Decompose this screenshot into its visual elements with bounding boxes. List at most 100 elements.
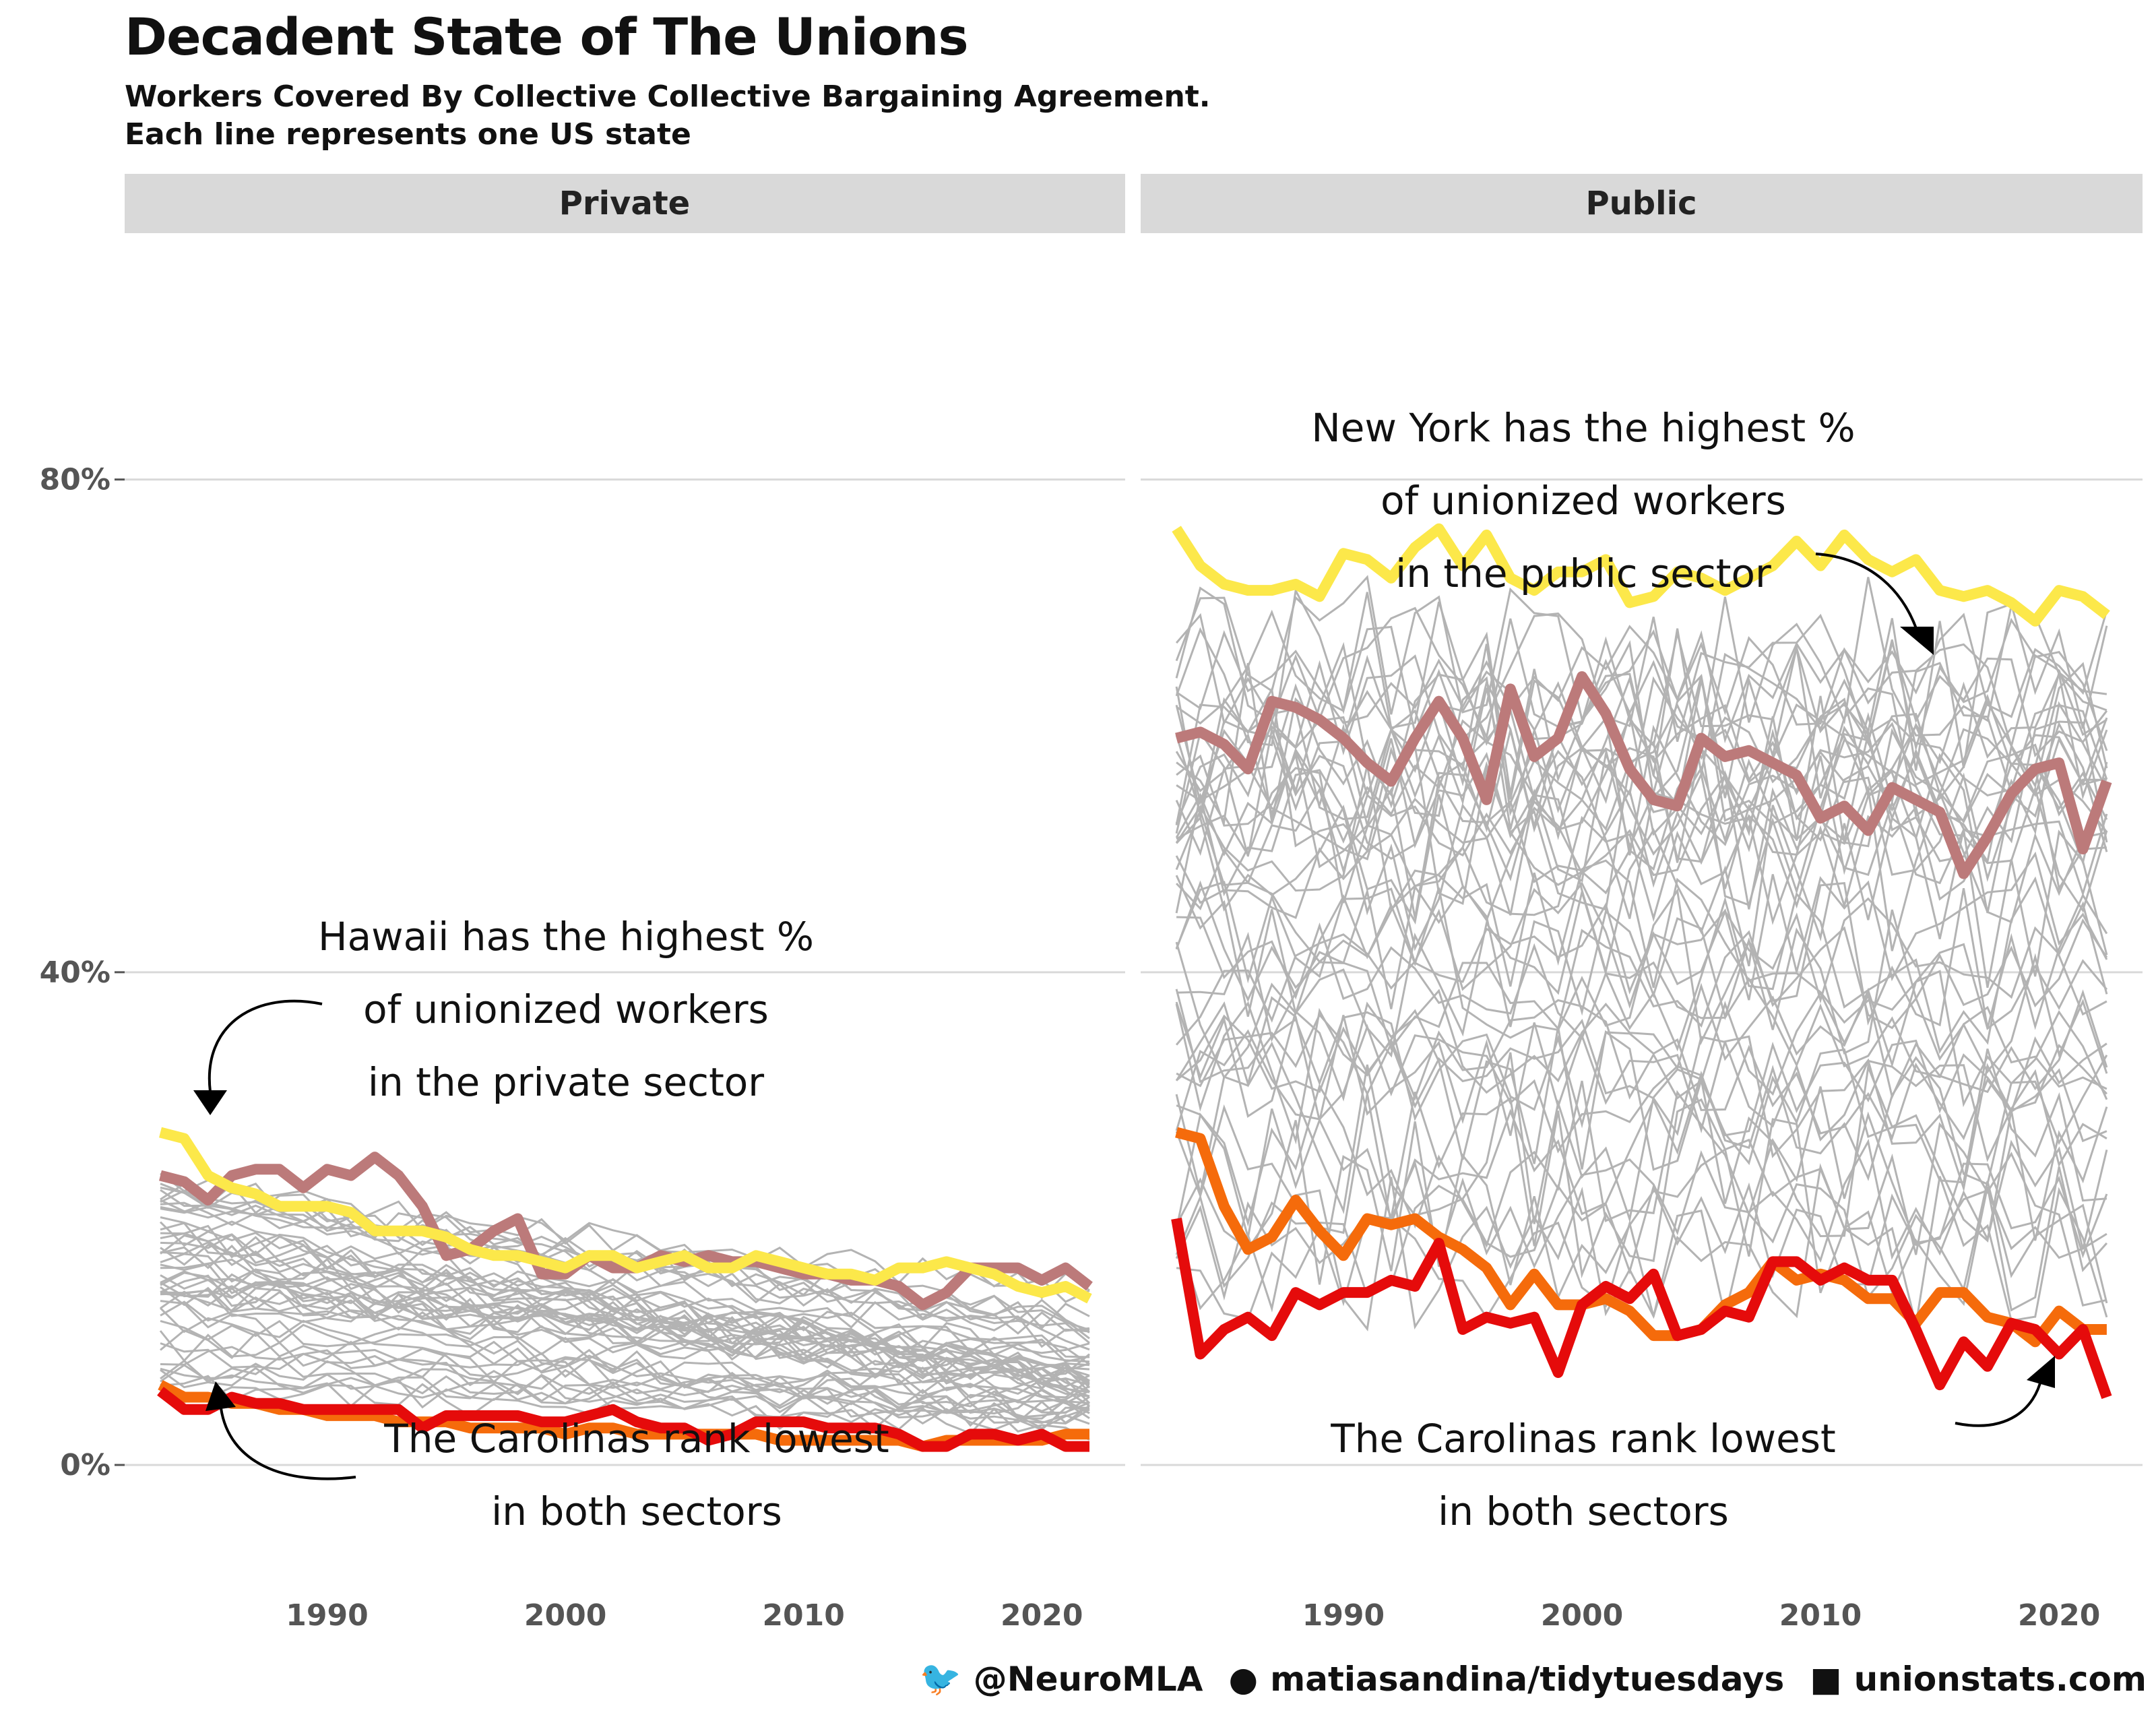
annotation-arrow-private-bottom	[220, 1408, 356, 1480]
background-state-line	[160, 1258, 1090, 1379]
annotation-arrowhead-public-top	[1900, 627, 1934, 655]
background-state-line	[1175, 1055, 2108, 1234]
background-state-line	[1175, 1001, 2107, 1202]
annotation-arrowhead-private-top	[193, 1090, 227, 1115]
annotation-public-top: New York has the highest % of unionized …	[1311, 405, 1934, 655]
background-state-line	[1176, 609, 2108, 752]
background-state-line	[160, 1268, 1090, 1358]
background-state-line	[1175, 989, 2107, 1141]
background-state-line	[1176, 916, 2107, 1090]
annotation-public-top-line2: of unionized workers	[1381, 478, 1786, 524]
y-tick-label: 0%	[60, 1448, 110, 1482]
background-state-line	[1175, 970, 2108, 1119]
background-state-line	[1175, 1138, 2108, 1301]
series-line-north_carolina	[1171, 1218, 2112, 1400]
x-tick-label: 1990	[1302, 1598, 1385, 1633]
annotation-public-bottom-line1: The Carolinas rank lowest	[1330, 1416, 1835, 1462]
annotation-private-top-line2: of unionized workers	[363, 986, 769, 1032]
x-ticks-public: 1990 2000 2010 2020	[1302, 1598, 2101, 1633]
strip-label-public: Public	[1585, 185, 1697, 222]
series-line-hawaii	[159, 1152, 1093, 1311]
x-tick-label: 2010	[1779, 1598, 1862, 1633]
strip-public	[1141, 174, 2143, 233]
background-state-line	[1176, 721, 2108, 918]
background-state-line	[160, 1342, 1090, 1414]
background-state-lines-private	[159, 1172, 1091, 1441]
caption-twitter[interactable]: @NeuroMLA	[973, 1659, 1203, 1699]
annotation-private-top: Hawaii has the highest % of unionized wo…	[193, 914, 814, 1115]
y-tick-label: 80%	[40, 463, 110, 497]
background-state-line	[1176, 848, 2108, 1030]
background-state-line	[160, 1187, 1090, 1303]
caption: 🐦 @NeuroMLA ● matiasandina/tidytuesdays …	[920, 1659, 2147, 1699]
annotation-private-top-line1: Hawaii has the highest %	[318, 914, 814, 960]
background-state-line	[1175, 1092, 2107, 1307]
background-state-line	[160, 1289, 1090, 1412]
y-axis: 0% 40% 80%	[40, 463, 125, 1482]
chart-title: Decadent State of The Unions	[125, 7, 969, 67]
x-ticks-private: 1990 2000 2010 2020	[286, 1598, 1083, 1633]
background-state-line	[1175, 613, 2108, 817]
background-state-line	[160, 1201, 1090, 1390]
background-state-line	[1175, 769, 2108, 989]
gridlines-private	[125, 478, 1125, 1466]
annotation-arrow-private-top	[208, 999, 323, 1092]
annotation-private-bottom: The Carolinas rank lowest in both sector…	[205, 1381, 889, 1534]
background-state-line	[1175, 805, 2108, 922]
strip-label-private: Private	[559, 185, 690, 222]
background-state-line	[1176, 670, 2108, 813]
x-tick-label: 2020	[2018, 1598, 2100, 1633]
panel-public: Public 1990 2000 2010 2020	[1141, 174, 2143, 1633]
annotation-arrow-public-bottom	[1955, 1377, 2043, 1427]
github-icon: ●	[1228, 1659, 1259, 1699]
save-icon: ■	[1810, 1659, 1842, 1699]
background-state-line	[1175, 738, 2108, 914]
background-state-line	[1176, 738, 2107, 951]
annotation-public-top-line1: New York has the highest %	[1311, 405, 1855, 451]
background-state-line	[160, 1286, 1090, 1385]
background-state-line	[160, 1216, 1090, 1393]
series-line-north_carolina	[157, 1387, 1089, 1452]
background-state-line	[1176, 989, 2108, 1101]
caption-source[interactable]: unionstats.com	[1853, 1659, 2147, 1699]
background-state-line	[1176, 1013, 2107, 1168]
annotation-public-top-line3: in the public sector	[1395, 551, 1771, 596]
annotation-public-bottom-line2: in both sectors	[1438, 1488, 1729, 1534]
chart-subtitle-line2: Each line represents one US state	[125, 117, 691, 152]
caption-github[interactable]: matiasandina/tidytuesdays	[1270, 1659, 1785, 1699]
background-state-line	[1176, 918, 2108, 1051]
faceted-line-chart: Private 1990 2000 2010 2020 Public 1990 2000…	[40, 174, 2143, 1633]
background-state-lines-public	[1175, 575, 2108, 1331]
chart-subtitle-line1: Workers Covered By Collective Collective…	[125, 80, 1211, 114]
annotation-public-bottom: The Carolinas rank lowest in both sector…	[1330, 1356, 2055, 1534]
background-state-line	[1176, 1181, 2108, 1321]
background-state-line	[1175, 1041, 2108, 1243]
background-state-line	[1175, 703, 2108, 806]
background-state-line	[160, 1244, 1090, 1407]
background-state-line	[1175, 693, 2108, 857]
strip-private	[125, 174, 1125, 233]
x-tick-label: 1990	[286, 1598, 368, 1633]
background-state-line	[160, 1296, 1090, 1390]
background-state-line	[159, 1307, 1090, 1424]
y-tick-label: 40%	[40, 955, 110, 990]
background-state-line	[160, 1319, 1090, 1414]
background-state-line	[160, 1364, 1090, 1441]
series-line-new_york	[1172, 523, 2110, 627]
twitter-icon: 🐦	[919, 1659, 961, 1698]
background-state-line	[160, 1287, 1090, 1363]
background-state-line	[160, 1300, 1090, 1429]
background-state-line	[160, 1329, 1090, 1419]
background-state-line	[1175, 1182, 2107, 1298]
series-line-new_york	[159, 1127, 1092, 1304]
background-state-line	[1175, 1024, 2107, 1154]
background-state-line	[1175, 876, 2107, 1079]
background-state-line	[160, 1270, 1090, 1398]
annotation-private-top-line3: in the private sector	[368, 1059, 764, 1105]
x-tick-label: 2000	[1541, 1598, 1623, 1633]
x-tick-label: 2020	[1001, 1598, 1083, 1633]
annotation-arrowhead-private-bottom	[205, 1381, 236, 1411]
background-state-line	[160, 1360, 1090, 1420]
highlighted-state-lines-private	[157, 1127, 1093, 1452]
background-state-line	[160, 1346, 1090, 1408]
